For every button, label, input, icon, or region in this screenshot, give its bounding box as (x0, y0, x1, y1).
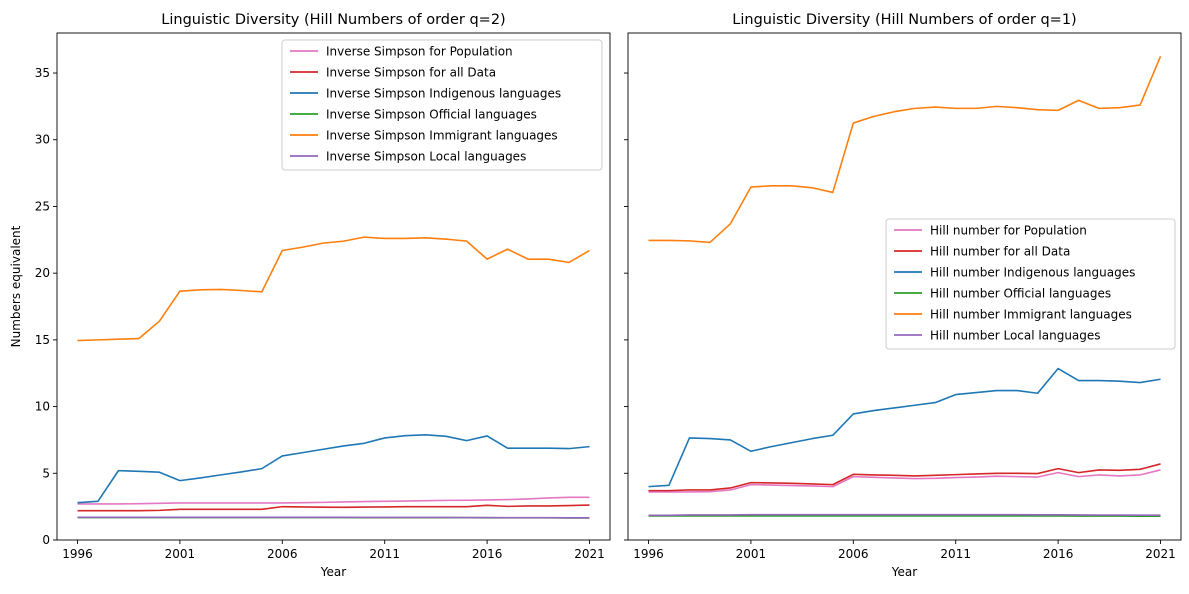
legend-label: Hill number Immigrant languages (930, 308, 1132, 322)
legend: Inverse Simpson for Population Inverse Si… (282, 40, 602, 170)
y-tick-label: 35 (35, 66, 50, 80)
legend-label: Inverse Simpson for all Data (326, 66, 496, 80)
y-tick-label: 10 (35, 400, 50, 414)
legend-label: Inverse Simpson Immigrant languages (326, 129, 558, 143)
x-tick-label: 1996 (633, 547, 664, 561)
x-tick-label: 2001 (165, 547, 196, 561)
legend-label: Inverse Simpson Local languages (326, 150, 526, 164)
chart-title: Linguistic Diversity (Hill Numbers of or… (732, 12, 1076, 28)
x-tick-label: 2016 (1043, 547, 1074, 561)
x-tick-label: 1996 (62, 547, 93, 561)
series-line-6 (648, 515, 1160, 516)
legend-label: Hill number for Population (930, 224, 1087, 238)
x-tick-label: 2011 (369, 547, 400, 561)
legend-label: Inverse Simpson Official languages (326, 108, 537, 122)
legend-label: Hill number for all Data (930, 245, 1070, 259)
legend: Hill number for Population Hill number fo… (886, 219, 1175, 349)
x-tick-label: 2016 (472, 547, 503, 561)
legend-label: Hill number Indigenous languages (930, 266, 1135, 280)
y-tick-label: 0 (42, 533, 50, 547)
y-tick-label: 20 (35, 266, 50, 280)
series-line-6 (77, 517, 589, 518)
x-tick-label: 2006 (838, 547, 869, 561)
y-tick-label: 15 (35, 333, 50, 347)
x-axis-label: Year (891, 565, 917, 579)
chart-panel-2: Linguistic Diversity (Hill Numbers of or… (624, 12, 1181, 579)
y-tick-label: 5 (42, 466, 50, 480)
series-line-2 (77, 505, 589, 511)
legend-label: Inverse Simpson for Population (326, 45, 513, 59)
y-tick-label: 30 (35, 133, 50, 147)
x-tick-label: 2021 (1145, 547, 1176, 561)
legend-label: Hill number Local languages (930, 329, 1101, 343)
x-tick-label: 2001 (736, 547, 767, 561)
chart-panel-1: Linguistic Diversity (Hill Numbers of or… (9, 12, 610, 579)
series-line-2 (648, 464, 1160, 491)
legend-label: Hill number Official languages (930, 287, 1111, 301)
series-line-3 (77, 435, 589, 503)
chart-title: Linguistic Diversity (Hill Numbers of or… (161, 12, 505, 28)
x-tick-label: 2011 (940, 547, 971, 561)
x-tick-label: 2021 (574, 547, 605, 561)
y-tick-label: 25 (35, 199, 50, 213)
legend-label: Inverse Simpson Indigenous languages (326, 87, 561, 101)
y-axis-label: Numbers equivalent (9, 225, 23, 347)
series-line-3 (648, 369, 1160, 487)
x-axis-label: Year (320, 565, 346, 579)
series-line-5 (77, 237, 589, 340)
series-line-1 (77, 497, 589, 504)
x-tick-label: 2006 (267, 547, 298, 561)
series-line-5 (648, 56, 1160, 242)
